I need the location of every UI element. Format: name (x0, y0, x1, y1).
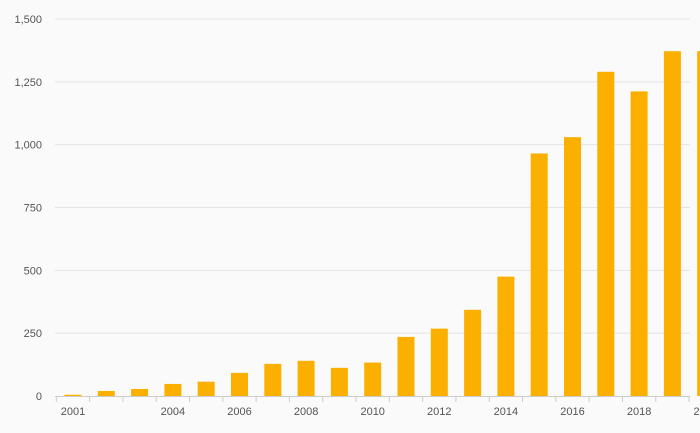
x-tick-label: 2020 (693, 406, 700, 418)
bar-2019 (663, 51, 681, 397)
y-axis: 0 250 500 750 1,000 1,250 1,500 (14, 14, 42, 403)
y-tick-label: 1,000 (14, 140, 42, 152)
bar-2016 (564, 137, 581, 397)
bar-2020 (697, 51, 700, 397)
bar-2002 (97, 390, 115, 396)
x-tick-label: 2014 (494, 406, 518, 418)
y-tick-label: 1,250 (14, 77, 42, 89)
bar-2001 (64, 394, 82, 396)
y-tick-label: 500 (24, 265, 42, 277)
bars (64, 51, 700, 397)
x-tick-label: 2004 (161, 406, 185, 418)
bar-2015 (530, 153, 548, 396)
y-tick-label: 250 (24, 328, 42, 340)
y-tick-label: 750 (24, 203, 42, 215)
y-tick-label: 1,500 (14, 14, 42, 26)
bar-2005 (197, 381, 215, 396)
x-axis: 2001 2004 2006 2008 2010 2012 2014 2016 2018 2020 (55, 396, 700, 418)
bar-2014 (497, 276, 515, 396)
bar-2004 (164, 383, 182, 396)
grid-lines (55, 18, 690, 334)
bar-2010 (364, 362, 382, 396)
bar-2018 (630, 91, 648, 396)
bar-2017 (597, 71, 615, 396)
bar-2007 (264, 363, 282, 396)
bar-2009 (330, 367, 348, 396)
bar-2012 (430, 328, 448, 396)
x-tick-label: 2006 (227, 406, 251, 418)
x-tick-label: 2018 (627, 406, 651, 418)
bar-2008 (297, 360, 315, 396)
x-tick-label: 2012 (427, 406, 451, 418)
x-tick-label: 2010 (360, 406, 384, 418)
bar-2011 (397, 336, 415, 396)
x-tick-label: 2016 (560, 406, 584, 418)
x-tick-label: 2008 (294, 406, 318, 418)
bar-2013 (464, 309, 482, 396)
x-tick-label: 2001 (61, 406, 85, 418)
bar-2006 (231, 372, 248, 396)
y-tick-label: 0 (36, 391, 42, 403)
bar-2003 (131, 388, 149, 396)
